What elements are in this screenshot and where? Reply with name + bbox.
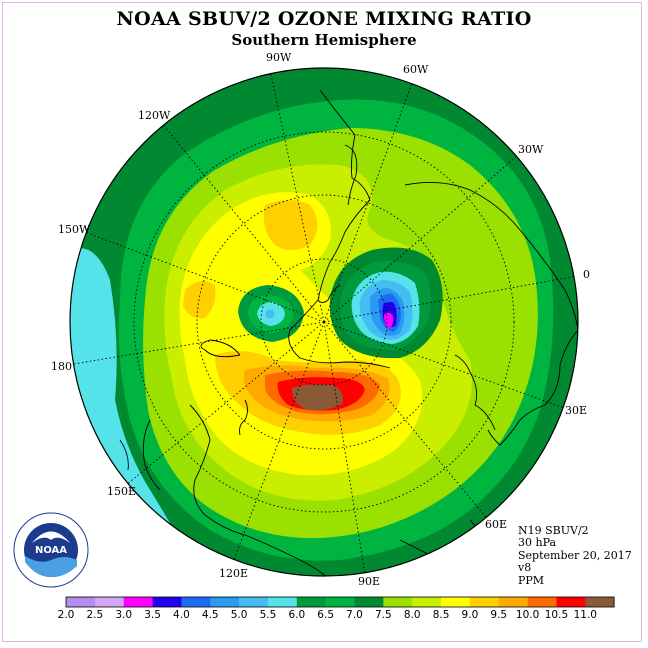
- colorbar-tick-label: 2.5: [86, 609, 103, 621]
- colorbar-tick-label: 3.0: [115, 609, 132, 621]
- colorbar-tick-label: 10.5: [545, 609, 568, 621]
- lon-label-150e: 150E: [107, 485, 136, 498]
- colorbar-tick-label: 2.0: [58, 609, 75, 621]
- colorbar-swatch: [123, 597, 153, 607]
- colorbar-tick-label: 4.5: [202, 609, 219, 621]
- colorbar-tick-label: 10.0: [516, 609, 539, 621]
- graticule: [70, 69, 578, 576]
- lon-label-60w: 60W: [403, 63, 429, 76]
- colorbar-swatch: [469, 597, 500, 607]
- info-block: N19 SBUV/2 30 hPa September 20, 2017 v8 …: [518, 524, 632, 587]
- lon-label-90w: 90W: [266, 51, 292, 64]
- colorbar-tick-label: 4.0: [173, 609, 190, 621]
- lon-label-180: 180: [51, 360, 72, 373]
- lon-label-120e: 120E: [219, 567, 248, 580]
- noaa-logo-text: NOAA: [35, 545, 67, 556]
- colorbar-swatch: [354, 597, 384, 607]
- colorbar-tick-label: 11.0: [574, 609, 597, 621]
- info-version: v8: [518, 561, 532, 575]
- lon-label-60e: 60E: [485, 518, 507, 531]
- colorbar-swatch: [239, 597, 269, 607]
- colorbar-tick-label: 5.0: [231, 609, 248, 621]
- colorbar-swatch: [152, 597, 182, 607]
- colorbar-swatch: [181, 597, 211, 607]
- colorbar-swatch: [296, 597, 326, 607]
- colorbar-swatch: [94, 597, 124, 607]
- info-satellite: N19 SBUV/2: [518, 524, 589, 537]
- colorbar-tick-label: 7.5: [375, 609, 392, 621]
- globe-outline: [69, 67, 579, 577]
- colorbar-swatch: [498, 597, 528, 607]
- colorbar-tick-label: 3.5: [144, 609, 161, 621]
- colorbar-border: [65, 596, 615, 608]
- colorbar-tick-label: 9.5: [490, 609, 507, 621]
- colorbar-swatch: [585, 597, 615, 607]
- colorbar-tick-label: 5.5: [260, 609, 277, 621]
- info-units: PPM: [518, 573, 545, 587]
- lon-label-30w: 30W: [518, 143, 544, 156]
- colorbar-tick-label: 6.5: [317, 609, 334, 621]
- lon-label-30e: 30E: [565, 404, 587, 417]
- info-level: 30 hPa: [518, 536, 557, 550]
- page-title: NOAA SBUV/2 OZONE MIXING RATIO: [116, 8, 532, 30]
- page-subtitle: Southern Hemisphere: [231, 31, 417, 49]
- colorbar-swatch: [383, 597, 413, 607]
- figure-frame: [2, 2, 642, 642]
- info-date: September 20, 2017: [518, 548, 632, 562]
- lon-label-0: 0: [583, 268, 590, 281]
- colorbar-swatch: [527, 597, 557, 607]
- colorbar-swatch: [441, 597, 471, 607]
- colorbar-tick-label: 8.5: [433, 609, 450, 621]
- colorbar-swatch: [267, 597, 298, 607]
- colorbar: 2.0 2.5 3.0 3.5 4.0 4.5 5.0 5.5 6.0 6.5 7.0 7.5 8.0 8…: [58, 596, 615, 621]
- colorbar-tick-label: 7.0: [346, 609, 363, 621]
- lon-label-90e: 90E: [358, 575, 380, 588]
- colorbar-tick-label: 8.0: [404, 609, 421, 621]
- colorbar-swatch: [325, 597, 355, 607]
- colorbar-swatch: [412, 597, 442, 607]
- noaa-logo: NOAA: [13, 512, 89, 588]
- lon-label-120w: 120W: [138, 109, 171, 122]
- colorbar-tick-label: 6.0: [288, 609, 305, 621]
- colorbar-swatch: [556, 597, 586, 607]
- lon-label-150w: 150W: [58, 223, 91, 236]
- colorbar-swatch: [210, 597, 240, 607]
- colorbar-swatch: [66, 597, 96, 607]
- colorbar-tick-label: 9.0: [462, 609, 479, 621]
